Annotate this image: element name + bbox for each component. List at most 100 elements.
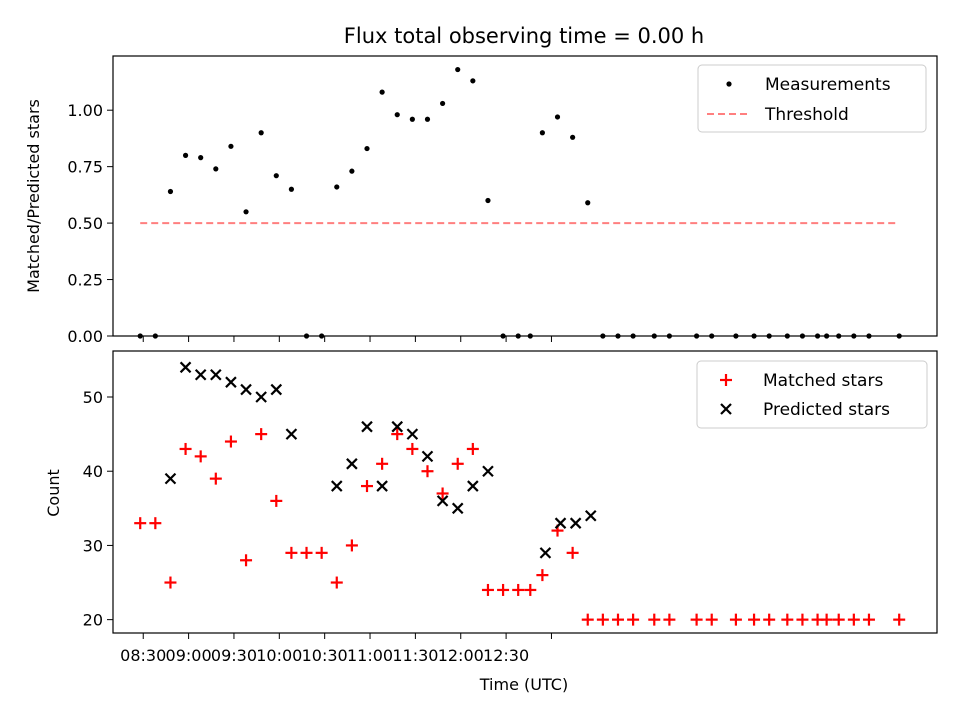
- bottom-panel: Count Time (UTC) 20 30 40 50 08:30 09:00 09:3…: [44, 350, 938, 694]
- bottom-ytick-label: 50: [83, 388, 103, 407]
- predicted-star-point: [164, 472, 177, 485]
- bottom-ytick-label: 20: [83, 611, 103, 630]
- legend-matched-label: Matched stars: [763, 371, 883, 391]
- matched-star-point: [481, 583, 494, 596]
- matched-star-point: [300, 546, 313, 559]
- measurement-point: [228, 143, 234, 149]
- bottom-axes-frame: [112, 350, 938, 634]
- measurement-point: [334, 184, 340, 190]
- top-y-axis: 0.00 0.25 0.50 0.75 1.00: [67, 101, 113, 346]
- measurement-point: [349, 168, 355, 174]
- top-x-axis: [142, 336, 552, 342]
- matched-star-point: [255, 428, 268, 441]
- matched-star-point: [134, 517, 147, 530]
- measurement-point: [379, 89, 385, 95]
- bottom-xtick-label: 09:30: [211, 646, 257, 665]
- predicted-star-point: [554, 517, 567, 529]
- matched-star-point: [330, 576, 343, 589]
- bottom-y-axis: 20 30 40 50: [83, 388, 113, 630]
- predicted-star-point: [270, 383, 283, 396]
- measurement-point: [455, 66, 461, 73]
- matched-star-point: [820, 613, 833, 626]
- measurement-point: [198, 155, 204, 161]
- predicted-star-point: [391, 420, 404, 433]
- matched-star-point: [391, 428, 404, 441]
- predicted-star-point: [210, 368, 222, 381]
- top-ylabel: Matched/Predicted stars: [24, 99, 43, 293]
- predicted-star-point: [451, 502, 464, 515]
- matched-star-point: [406, 442, 419, 455]
- measurement-point: [243, 209, 249, 215]
- top-legend: Measurements Threshold: [697, 64, 927, 133]
- matched-star-point: [345, 539, 358, 552]
- bottom-plot-area: [134, 361, 906, 626]
- bottom-xtick-label: 11:30: [392, 646, 438, 665]
- predicted-star-point: [361, 420, 373, 433]
- measurement-point: [470, 78, 476, 84]
- predicted-star-point: [584, 509, 597, 522]
- bottom-xtick-label: 10:00: [256, 646, 302, 665]
- measurement-point: [288, 186, 295, 192]
- bottom-legend: Matched stars Predicted stars: [696, 360, 928, 429]
- bottom-xlabel: Time (UTC): [479, 675, 568, 694]
- measurement-point: [258, 130, 264, 136]
- top-panel: Flux total observing time = 0.00 h Match…: [24, 24, 938, 346]
- matched-star-point: [536, 569, 549, 582]
- predicted-star-point: [436, 495, 449, 507]
- bottom-xtick-label: 11:00: [347, 646, 393, 665]
- legend-measurements-marker: [726, 81, 732, 87]
- top-ytick-label: 0.00: [67, 327, 103, 346]
- matched-star-point: [149, 517, 162, 530]
- matched-star-point: [240, 554, 253, 567]
- matched-star-point: [893, 613, 906, 626]
- predicted-star-point: [482, 465, 494, 477]
- bottom-ytick-label: 30: [83, 536, 103, 555]
- matched-star-point: [847, 613, 860, 626]
- matched-star-point: [421, 465, 434, 478]
- measurement-point: [570, 134, 576, 140]
- matched-star-point: [566, 546, 579, 559]
- top-title: Flux total observing time = 0.00 h: [344, 24, 704, 48]
- top-ytick-label: 0.25: [67, 271, 103, 290]
- matched-star-point: [376, 457, 389, 470]
- measurement-point: [440, 100, 446, 107]
- matched-star-point: [224, 435, 237, 448]
- bottom-xtick-label: 08:30: [120, 646, 166, 665]
- predicted-star-point: [569, 517, 582, 529]
- top-ytick-label: 0.75: [67, 158, 103, 177]
- bottom-xtick-label: 09:00: [166, 646, 212, 665]
- matched-star-point: [524, 583, 537, 596]
- measurement-point: [213, 166, 219, 172]
- measurement-point: [539, 130, 545, 136]
- predicted-star-point: [406, 428, 419, 440]
- bottom-xtick-label: 12:00: [438, 646, 484, 665]
- bottom-ylabel: Count: [44, 469, 63, 517]
- top-plot-area: [137, 66, 902, 339]
- matched-star-point: [270, 494, 283, 507]
- predicted-star-point: [376, 480, 388, 492]
- matched-star-point: [705, 613, 718, 626]
- matched-star-point: [832, 613, 845, 626]
- measurement-point: [394, 112, 400, 118]
- legend-matched-marker: [720, 374, 732, 386]
- matched-star-point: [512, 583, 525, 596]
- matched-star-point: [451, 457, 464, 470]
- measurement-point: [364, 145, 370, 152]
- matched-star-point: [663, 613, 676, 626]
- legend-measurements-label: Measurements: [765, 75, 891, 95]
- top-axes-frame: [112, 55, 938, 337]
- bottom-ytick-label: 40: [83, 462, 103, 481]
- measurement-point: [424, 116, 431, 122]
- measurement-point: [409, 116, 415, 122]
- predicted-star-point: [194, 368, 207, 381]
- matched-star-point: [466, 442, 479, 455]
- matched-star-point: [862, 613, 875, 626]
- matched-star-point: [361, 480, 374, 493]
- matched-star-point: [596, 613, 609, 626]
- matched-star-point: [209, 472, 222, 485]
- top-ytick-label: 1.00: [67, 101, 103, 120]
- matched-star-point: [763, 613, 776, 626]
- matched-star-point: [611, 613, 624, 626]
- bottom-xtick-label: 10:30: [302, 646, 348, 665]
- measurement-point: [554, 114, 561, 120]
